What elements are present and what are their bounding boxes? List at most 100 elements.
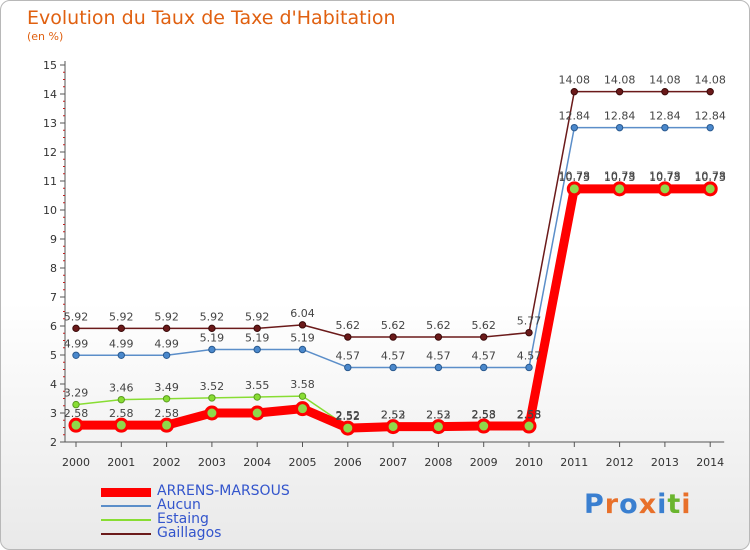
- x-tick-label: 2003: [198, 456, 226, 469]
- data-point-arrens-marsous: [249, 405, 265, 421]
- y-tick-label: 15: [43, 59, 57, 72]
- data-label-gaillagos: 5.92: [200, 310, 225, 323]
- data-label-gaillagos: 6.04: [290, 307, 315, 320]
- data-label-aucun: 12.84: [694, 110, 726, 123]
- data-label-gaillagos: 5.92: [245, 310, 270, 323]
- data-point-arrens-marsous: [385, 419, 401, 435]
- data-label-estaing: 10.78: [694, 169, 726, 182]
- data-point-aucun: [298, 345, 307, 354]
- data-label-aucun: 4.99: [109, 337, 134, 350]
- data-label-estaing: 3.46: [109, 382, 134, 395]
- logo-letter: x: [638, 489, 658, 520]
- data-point-arrens-marsous: [612, 181, 628, 197]
- data-label-aucun: 12.84: [604, 110, 636, 123]
- x-tick-label: 2011: [560, 456, 588, 469]
- data-label-aucun: 5.19: [200, 331, 225, 344]
- data-point-arrens-marsous: [566, 181, 582, 197]
- data-label-gaillagos: 14.08: [604, 74, 636, 87]
- logo-letter: P: [584, 489, 605, 520]
- data-point-aucun: [615, 123, 624, 132]
- data-label-estaing: 3.55: [245, 379, 270, 392]
- data-point-gaillagos: [72, 324, 80, 333]
- data-label-estaing: 3.58: [290, 378, 315, 391]
- data-point-arrens-marsous: [430, 419, 446, 435]
- data-point-estaing: [208, 394, 216, 402]
- chart-axes: 2 3 4 5 6 7 8 9 10 11 12 13 14 15 2000 2001 2002 2003 2004…: [43, 59, 725, 469]
- logo-letter: r: [604, 489, 620, 520]
- chart-title: Evolution du Taux de Taxe d'Habitation: [27, 7, 396, 29]
- x-tick-label: 2001: [107, 456, 135, 469]
- data-point-gaillagos: [253, 324, 261, 333]
- data-label-arrens-marsous: 2.52: [336, 410, 361, 423]
- data-point-arrens-marsous: [657, 181, 673, 197]
- data-label-gaillagos: 5.92: [154, 310, 179, 323]
- data-label-aucun: 4.99: [64, 337, 89, 350]
- legend-swatch: [101, 519, 151, 521]
- data-point-gaillagos: [661, 87, 669, 96]
- legend-swatch: [101, 487, 151, 497]
- data-label-estaing: 10.78: [649, 169, 681, 182]
- x-tick-label: 2000: [62, 456, 90, 469]
- data-label-aucun: 4.57: [471, 349, 496, 362]
- line-chart: 2 3 4 5 6 7 8 9 10 11 12 13 14 15 2000 2001 2002 2003 2004…: [43, 59, 726, 469]
- chart-subtitle: (en %): [27, 30, 64, 43]
- data-point-aucun: [480, 363, 488, 372]
- data-point-arrens-marsous: [68, 417, 84, 433]
- legend-swatch: [101, 505, 151, 507]
- x-tick-label: 2005: [289, 456, 317, 469]
- series-line-gaillagos: [76, 90, 711, 338]
- legend-label: Gaillagos: [157, 525, 222, 541]
- y-tick-label: 9: [50, 233, 57, 246]
- data-point-gaillagos: [480, 333, 488, 341]
- data-label-arrens-marsous: 10.73: [649, 171, 681, 184]
- data-point-gaillagos: [344, 333, 352, 341]
- data-label-estaing: 3.29: [64, 387, 89, 400]
- data-point-aucun: [72, 351, 80, 359]
- x-tick-label: 2014: [696, 456, 724, 469]
- data-label-gaillagos: 14.08: [559, 74, 591, 87]
- data-point-estaing: [162, 395, 171, 403]
- data-label-aucun: 4.57: [336, 349, 361, 362]
- y-tick-label: 10: [43, 204, 57, 217]
- data-label-arrens-marsous: 2.58: [109, 407, 134, 420]
- y-tick-label: 8: [50, 262, 57, 275]
- data-point-gaillagos: [208, 324, 216, 333]
- legend-label: Estaing: [157, 511, 209, 527]
- legend-label: ARRENS-MARSOUS: [157, 483, 290, 499]
- data-point-aucun: [208, 345, 216, 354]
- data-label-gaillagos: 5.77: [517, 315, 542, 328]
- data-point-estaing: [253, 393, 261, 401]
- data-point-arrens-marsous: [476, 418, 492, 434]
- data-point-gaillagos: [706, 87, 714, 96]
- data-label-aucun: 4.99: [154, 337, 179, 350]
- data-point-gaillagos: [615, 87, 624, 96]
- data-label-gaillagos: 5.92: [109, 310, 134, 323]
- logo-letter: t: [667, 489, 682, 520]
- logo-letter: o: [619, 489, 639, 520]
- data-label-estaing: 2.53: [426, 409, 451, 422]
- y-tick-label: 3: [50, 407, 57, 420]
- data-point-gaillagos: [570, 87, 578, 96]
- data-point-arrens-marsous: [159, 417, 175, 433]
- data-label-arrens-marsous: 10.73: [694, 171, 726, 184]
- series-layer: [68, 87, 718, 436]
- data-point-aucun: [706, 123, 714, 132]
- logo-letter: i: [681, 489, 692, 520]
- data-label-estaing: 10.78: [604, 169, 636, 182]
- y-tick-label: 14: [43, 88, 57, 101]
- y-tick-label: 2: [50, 436, 57, 449]
- data-label-estaing: 3.52: [200, 380, 225, 393]
- data-point-arrens-marsous: [295, 401, 310, 417]
- data-point-arrens-marsous: [113, 417, 129, 433]
- y-tick-label: 4: [50, 378, 57, 391]
- data-point-aucun: [344, 363, 352, 372]
- x-tick-label: 2006: [334, 456, 362, 469]
- data-point-gaillagos: [525, 328, 533, 337]
- data-label-aucun: 4.57: [517, 349, 542, 362]
- data-point-aucun: [389, 363, 397, 372]
- data-point-estaing: [298, 392, 307, 400]
- data-label-arrens-marsous: 2.52: [381, 409, 406, 422]
- data-label-aucun: 12.84: [559, 110, 591, 123]
- data-point-aucun: [661, 123, 669, 132]
